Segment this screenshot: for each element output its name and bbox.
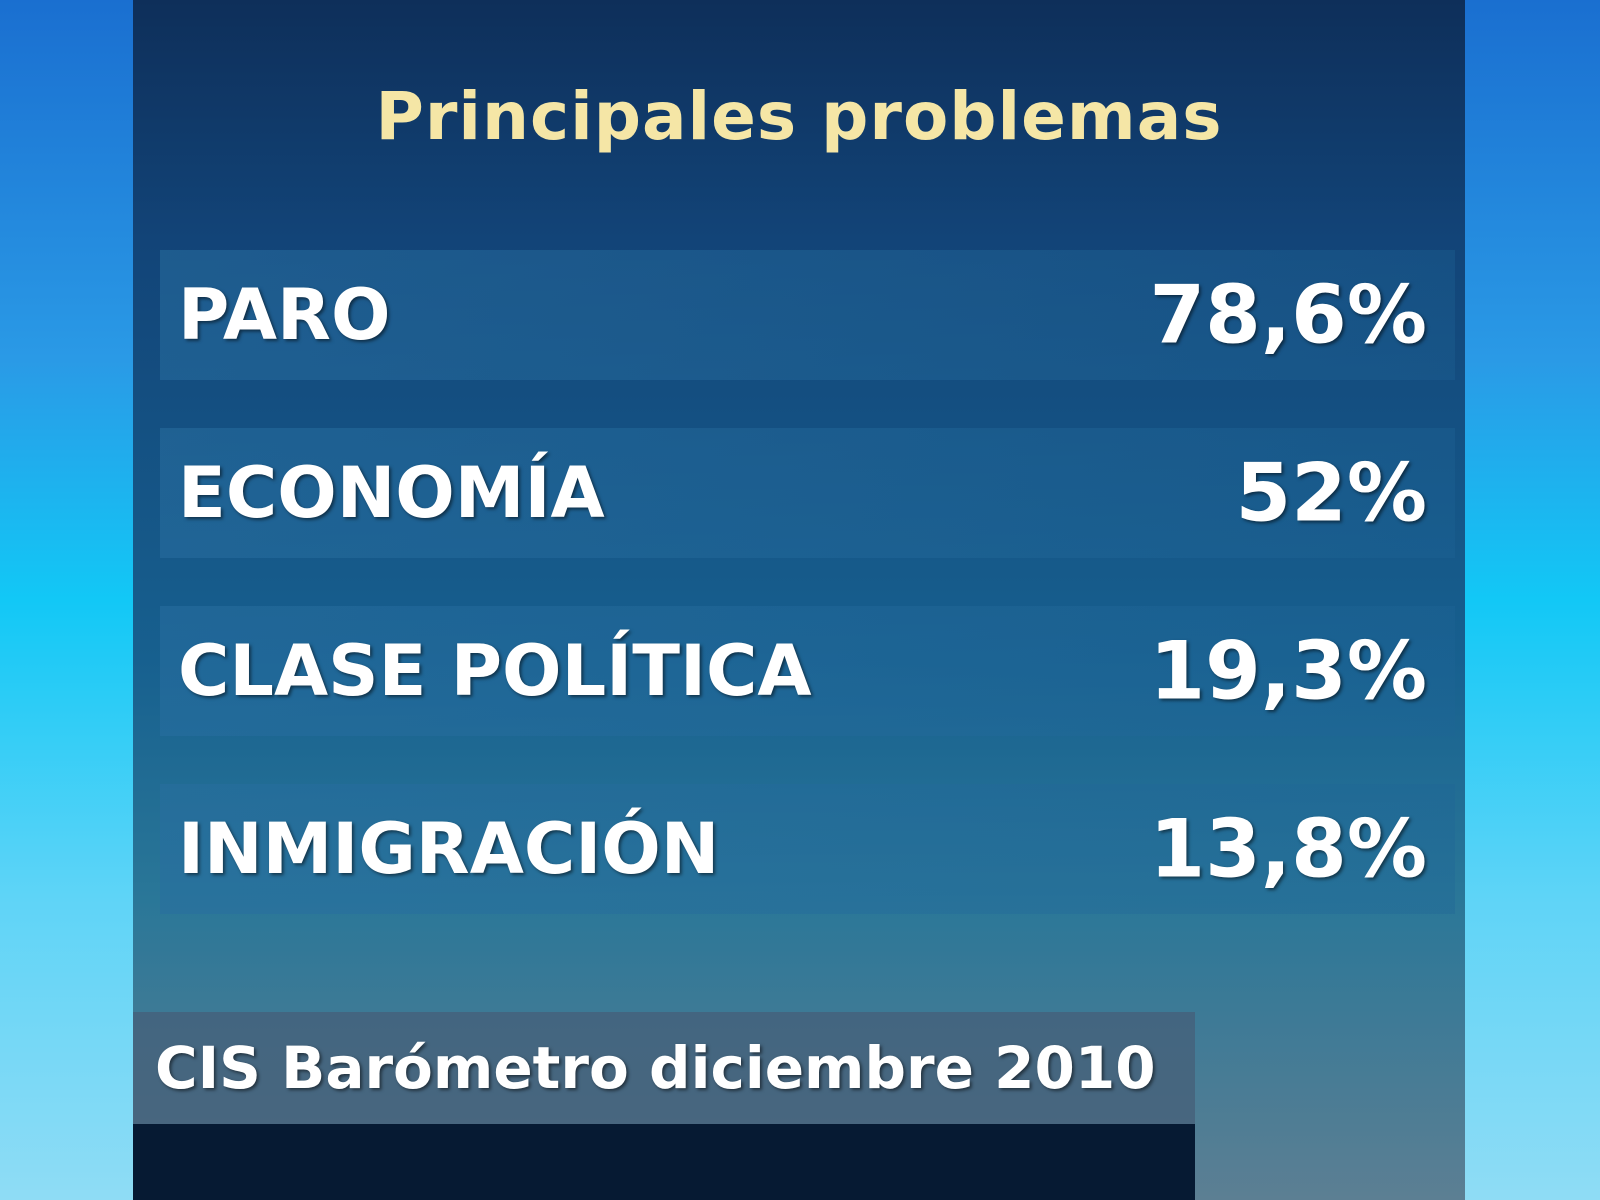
row-label: PARO (178, 274, 391, 356)
panel (133, 0, 1465, 1200)
table-row: CLASE POLÍTICA 19,3% (160, 606, 1455, 736)
source-text: CIS Barómetro diciembre 2010 (155, 1034, 1156, 1102)
row-label: CLASE POLÍTICA (178, 630, 812, 712)
row-label: ECONOMÍA (178, 452, 605, 534)
row-value: 13,8% (1149, 802, 1427, 896)
title: Principales problemas (375, 78, 1223, 155)
row-value: 52% (1235, 446, 1427, 540)
table-row: INMIGRACIÓN 13,8% (160, 784, 1455, 914)
footer: CIS Barómetro diciembre 2010 (133, 1012, 1195, 1124)
row-value: 19,3% (1149, 624, 1427, 718)
base-bar (133, 1124, 1195, 1200)
row-value: 78,6% (1149, 268, 1427, 362)
table-row: PARO 78,6% (160, 250, 1455, 380)
row-label: INMIGRACIÓN (178, 808, 720, 890)
table-row: ECONOMÍA 52% (160, 428, 1455, 558)
